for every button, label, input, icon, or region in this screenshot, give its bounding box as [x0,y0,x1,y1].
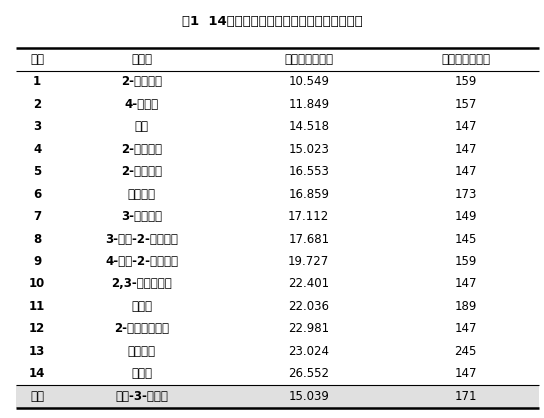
Text: 10.549: 10.549 [288,75,329,88]
Text: 4-甲基-2-羟基戊酸: 4-甲基-2-羟基戊酸 [105,255,178,268]
Text: 内标: 内标 [30,390,44,403]
Text: 8: 8 [33,232,41,245]
Text: 4-戊烯酸: 4-戊烯酸 [125,98,159,111]
Text: 173: 173 [454,188,477,201]
Text: 22.401: 22.401 [288,278,329,291]
Text: 23.024: 23.024 [288,345,329,358]
Text: 11: 11 [29,300,45,313]
Text: 10: 10 [29,278,45,291]
Text: 乙酰丙酸: 乙酰丙酸 [128,188,156,201]
Text: 苹果酸: 苹果酸 [131,367,152,380]
Text: 化合物: 化合物 [131,53,152,66]
Text: 17.681: 17.681 [288,232,329,245]
Text: 147: 147 [454,367,477,380]
Text: 147: 147 [454,278,477,291]
Text: 反式-3-己烯酸: 反式-3-己烯酸 [115,390,168,403]
Text: 2-羟基乙酸: 2-羟基乙酸 [121,143,162,155]
Text: 2-羟甲基丁二酸: 2-羟甲基丁二酸 [114,322,169,335]
Text: 4: 4 [33,143,41,155]
Text: 145: 145 [454,232,477,245]
Text: 16.859: 16.859 [288,188,329,201]
Text: 159: 159 [454,255,477,268]
Text: 衍生物定量离子: 衍生物定量离子 [441,53,490,66]
Text: 衍生物保留时间: 衍生物保留时间 [285,53,333,66]
Text: 2-甲基丁酸: 2-甲基丁酸 [121,75,162,88]
Text: 6: 6 [33,188,41,201]
Text: 3-甲基-2-羟基丁酸: 3-甲基-2-羟基丁酸 [105,232,178,245]
Text: 15.023: 15.023 [288,143,329,155]
Text: 171: 171 [454,390,477,403]
Text: 3: 3 [33,120,41,133]
Text: 26.552: 26.552 [288,367,329,380]
Text: 147: 147 [454,322,477,335]
Text: 5: 5 [33,165,41,178]
Text: 17.112: 17.112 [288,210,330,223]
Text: 表1  14种酸味成分及内标名称、定量离子信息: 表1 14种酸味成分及内标名称、定量离子信息 [182,15,362,28]
Text: 14: 14 [29,367,45,380]
Text: 9: 9 [33,255,41,268]
Text: 22.036: 22.036 [288,300,329,313]
Text: 159: 159 [454,75,477,88]
Text: 2: 2 [33,98,41,111]
Text: 189: 189 [454,300,477,313]
Text: 147: 147 [454,165,477,178]
Text: 149: 149 [454,210,477,223]
Text: 245: 245 [454,345,477,358]
Text: 丁二烯酸: 丁二烯酸 [128,345,156,358]
Text: 2-羟基丁酸: 2-羟基丁酸 [121,165,162,178]
Text: 编号: 编号 [30,53,44,66]
Text: 19.727: 19.727 [288,255,330,268]
Text: 13: 13 [29,345,45,358]
Text: 157: 157 [454,98,477,111]
Text: 16.553: 16.553 [288,165,329,178]
Text: 乳酸: 乳酸 [135,120,149,133]
Text: 1: 1 [33,75,41,88]
Text: 147: 147 [454,120,477,133]
Text: 12: 12 [29,322,45,335]
Text: 22.981: 22.981 [288,322,329,335]
Text: 14.518: 14.518 [288,120,329,133]
Text: 3-羟基丙酸: 3-羟基丙酸 [121,210,162,223]
Text: 15.039: 15.039 [288,390,329,403]
Text: 7: 7 [33,210,41,223]
Text: 147: 147 [454,143,477,155]
Text: 2,3-二羟基丙酸: 2,3-二羟基丙酸 [112,278,172,291]
Text: 丁二酸: 丁二酸 [131,300,152,313]
Text: 11.849: 11.849 [288,98,329,111]
